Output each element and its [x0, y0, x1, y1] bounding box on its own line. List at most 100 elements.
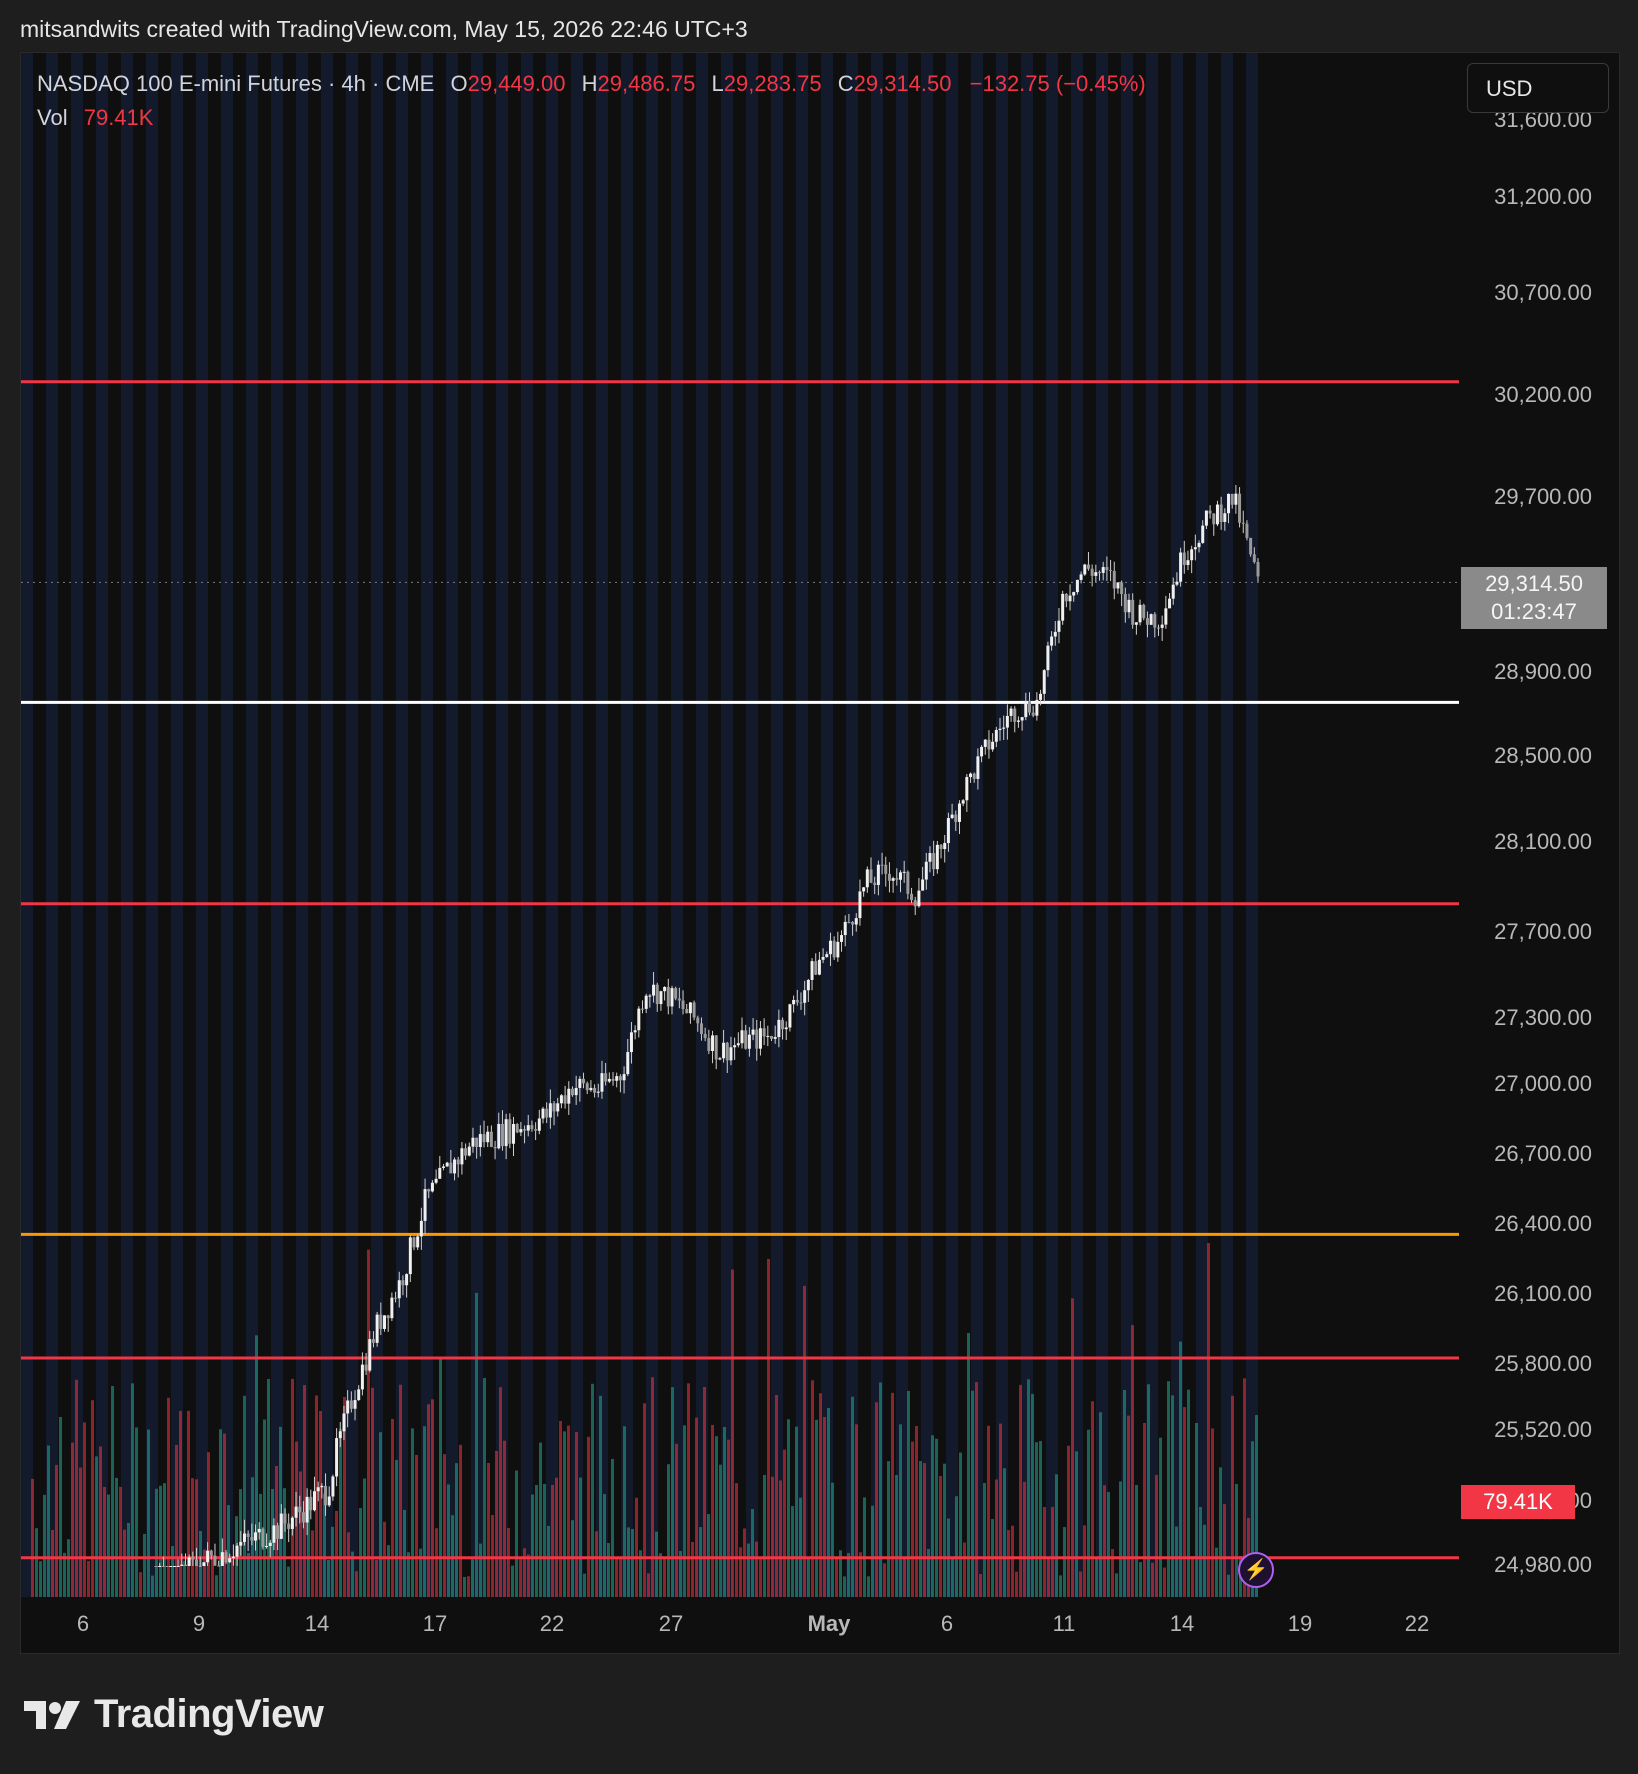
volume-bar: [679, 1551, 682, 1597]
volume-bar: [843, 1576, 846, 1597]
candle-body: [386, 1315, 390, 1319]
volume-bar: [271, 1488, 274, 1597]
candle-body: [331, 1476, 335, 1497]
candle-body: [298, 1506, 302, 1513]
volume-bar: [135, 1427, 138, 1597]
candle-body: [950, 814, 954, 819]
volume-bar: [831, 1482, 834, 1597]
symbol-title[interactable]: NASDAQ 100 E-mini Futures · 4h · CME: [37, 71, 435, 96]
volume-bar: [95, 1456, 98, 1597]
volume-bar: [907, 1390, 910, 1597]
candle-body: [456, 1159, 460, 1165]
volume-bar: [311, 1530, 314, 1597]
volume-bar: [195, 1479, 198, 1597]
candle-body: [891, 878, 895, 881]
session-band: [560, 53, 572, 1597]
volume-bar: [615, 1558, 618, 1597]
candle-body: [316, 1487, 320, 1492]
candle-body: [1175, 581, 1179, 585]
session-band: [1246, 53, 1258, 1597]
volume-bar: [1187, 1389, 1190, 1597]
volume-bar: [139, 1572, 142, 1597]
chart-panel[interactable]: 31,600.00 31,200.00 30,700.00 30,200.00 29,7…: [20, 52, 1620, 1654]
session-band: [785, 53, 797, 1597]
volume-bar: [815, 1419, 818, 1597]
volume-bar: [283, 1488, 286, 1597]
high-label: H: [581, 71, 598, 96]
volume-bar: [927, 1548, 930, 1597]
volume-bar: [955, 1496, 958, 1597]
volume-bar: [391, 1418, 394, 1597]
volume-bar: [839, 1550, 842, 1597]
volume-bar: [767, 1258, 770, 1597]
volume-bar: [743, 1528, 746, 1597]
candle-body: [987, 739, 991, 750]
volume-bar: [487, 1462, 490, 1597]
volume-bar: [879, 1382, 882, 1597]
volume-bar: [975, 1382, 978, 1597]
volume-bar: [407, 1552, 410, 1597]
candle-body: [353, 1400, 357, 1409]
candle-body: [1245, 523, 1249, 538]
volume-bar: [255, 1335, 258, 1597]
candle-body: [773, 1037, 777, 1039]
volume-bar: [647, 1573, 650, 1597]
volume-bar: [459, 1444, 462, 1597]
volume-bar: [231, 1560, 234, 1597]
candle-body: [755, 1029, 759, 1049]
volume-bar: [799, 1497, 802, 1597]
volume-bar: [867, 1576, 870, 1597]
low-value: 29,283.75: [723, 71, 822, 96]
candle-body: [290, 1517, 294, 1529]
candle-body: [666, 986, 670, 1007]
session-band: [635, 53, 647, 1597]
volume-bar: [143, 1533, 146, 1597]
session-band: [1121, 53, 1133, 1597]
volume-bar: [1219, 1467, 1222, 1597]
candle-body: [1164, 608, 1168, 625]
candle-body: [722, 1042, 726, 1059]
candle-body: [792, 999, 796, 1005]
candle-body: [600, 1073, 604, 1092]
session-band: [1110, 53, 1122, 1597]
x-tick-label: 17: [423, 1611, 447, 1636]
volume-bar: [63, 1552, 66, 1597]
candle-body: [1215, 504, 1219, 525]
session-band: [721, 53, 733, 1597]
candle-body: [758, 1028, 762, 1049]
lightning-icon[interactable]: ⚡: [1238, 1552, 1274, 1588]
volume-bar: [207, 1452, 210, 1597]
candle-body: [795, 999, 799, 1003]
candle-body: [884, 864, 888, 874]
candle-body: [663, 986, 667, 992]
volume-bar: [35, 1528, 38, 1597]
volume-bar: [999, 1423, 1002, 1597]
candle-body: [1050, 636, 1054, 646]
volume-bar: [123, 1529, 126, 1597]
volume-bar: [1067, 1445, 1070, 1597]
candle-body: [1013, 708, 1017, 722]
volume-bar: [363, 1478, 366, 1597]
volume-bar: [111, 1385, 114, 1597]
volume-bar: [507, 1527, 510, 1597]
candle-body: [508, 1119, 512, 1144]
session-band: [946, 53, 958, 1597]
candle-body: [383, 1315, 387, 1329]
price-chart[interactable]: 31,600.0031,200.0030,700.0030,200.0029,7…: [21, 53, 1619, 1653]
candle-body: [1127, 599, 1131, 613]
volume-bar: [671, 1387, 674, 1597]
candle-body: [991, 741, 995, 750]
candle-body: [228, 1558, 232, 1563]
candle-body: [777, 1019, 781, 1038]
session-band: [371, 53, 383, 1597]
volume-bar: [1231, 1395, 1234, 1597]
candle-body: [1086, 564, 1090, 569]
currency-selector[interactable]: USD: [1467, 63, 1609, 113]
session-band: [421, 53, 433, 1597]
volume-bar: [567, 1425, 570, 1597]
volume-bar: [1007, 1530, 1010, 1597]
session-band: [796, 53, 808, 1597]
volume-bar: [1107, 1491, 1110, 1597]
volume-bar: [91, 1400, 94, 1597]
volume-bar: [383, 1521, 386, 1597]
